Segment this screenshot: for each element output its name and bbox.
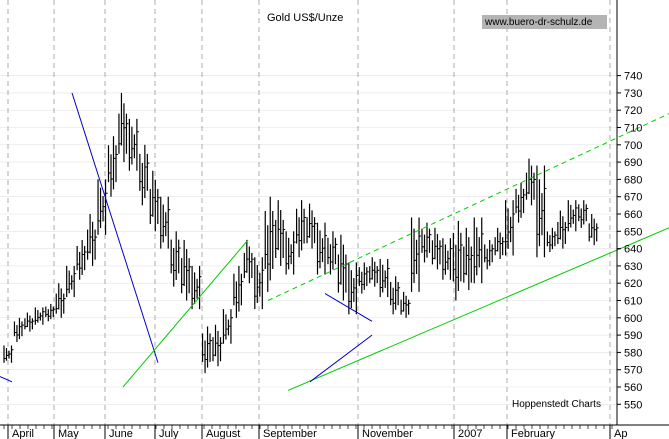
y-tick-label: 600 — [624, 313, 642, 325]
x-tick-label: July — [159, 428, 179, 439]
downtrend-line — [0, 376, 13, 383]
x-tick-label: Ap — [614, 428, 627, 439]
grid-lines — [0, 0, 617, 425]
y-tick-label: 700 — [624, 140, 642, 152]
triangle-upper-line — [324, 293, 373, 322]
x-tick-label: September — [263, 428, 317, 439]
x-tick-label: November — [362, 428, 413, 439]
source-badge: www.buero-dr-schulz.de — [484, 17, 593, 28]
x-tick-label: 2007 — [458, 428, 482, 439]
y-tick-label: 650 — [624, 226, 642, 238]
y-tick-label: 740 — [624, 71, 642, 83]
y-tick-label: 640 — [624, 244, 642, 256]
trend-lines — [0, 92, 669, 391]
y-tick-label: 570 — [624, 365, 642, 377]
y-axis: 550 560 570 580 590 600 610 620 630 640 650 660 670 6… — [616, 0, 642, 425]
y-tick-label: 550 — [624, 399, 642, 411]
uptrend-channel-line — [267, 113, 669, 301]
x-tick-label: February — [511, 428, 556, 439]
y-tick-label: 730 — [624, 88, 642, 100]
uptrend-line — [287, 227, 669, 391]
y-tick-label: 610 — [624, 296, 642, 308]
triangle-lower-line — [309, 334, 373, 383]
y-tick-label: 680 — [624, 174, 642, 186]
x-axis: April May June July August September November 2… — [0, 424, 669, 439]
x-tick-label: August — [206, 428, 240, 439]
x-tick-label: May — [58, 428, 79, 439]
y-tick-label: 620 — [624, 278, 642, 290]
source-badge-background — [482, 15, 607, 29]
y-tick-label: 710 — [624, 123, 642, 135]
y-tick-label: 590 — [624, 330, 642, 342]
chart-credit: Hoppenstedt Charts — [512, 399, 601, 410]
y-tick-label: 630 — [624, 261, 642, 273]
y-tick-label: 690 — [624, 157, 642, 169]
x-tick-label: April — [12, 428, 34, 439]
y-tick-label: 670 — [624, 192, 642, 204]
x-tick-label: June — [109, 428, 133, 439]
y-tick-label: 660 — [624, 209, 642, 221]
price-bars — [3, 92, 599, 374]
uptrend-line — [122, 239, 249, 388]
downtrend-line — [71, 92, 159, 363]
y-tick-label: 580 — [624, 347, 642, 359]
y-tick-label: 720 — [624, 105, 642, 117]
chart-title: Gold US$/Unze — [267, 12, 343, 24]
y-tick-label: 560 — [624, 382, 642, 394]
